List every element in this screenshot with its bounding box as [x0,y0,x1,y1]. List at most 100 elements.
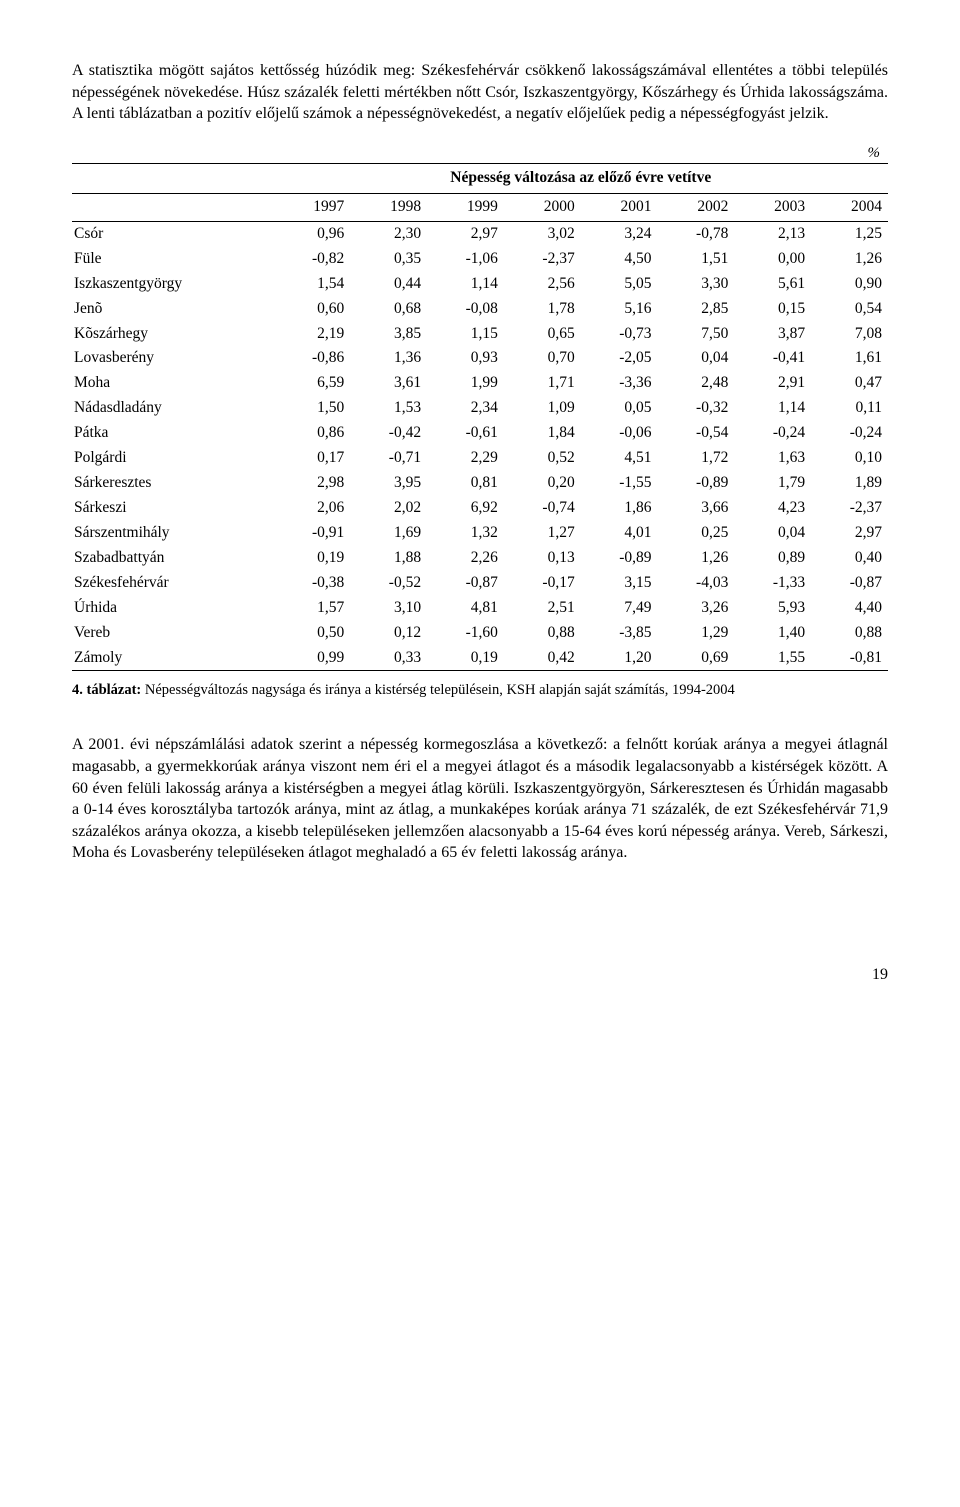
cell-value: 3,02 [504,221,581,246]
cell-value: -0,71 [350,446,427,471]
row-label: Lovasberény [72,346,273,371]
blank-cell [72,164,273,194]
row-label: Sárkeresztes [72,471,273,496]
cell-value: 0,13 [504,546,581,571]
cell-value: 0,52 [504,446,581,471]
cell-value: 1,14 [427,272,504,297]
cell-value: 5,61 [734,272,811,297]
cell-value: 2,02 [350,496,427,521]
cell-value: -0,41 [734,346,811,371]
table-row: Jenõ0,600,68-0,081,785,162,850,150,54 [72,297,888,322]
row-label: Szabadbattyán [72,546,273,571]
table-title: Népesség változása az előző évre vetítve [273,164,888,194]
cell-value: 1,26 [658,546,735,571]
table-row: Csór0,962,302,973,023,24-0,782,131,25 [72,221,888,246]
table-row: Iszkaszentgyörgy1,540,441,142,565,053,30… [72,272,888,297]
cell-value: 0,25 [658,521,735,546]
row-label: Zámoly [72,646,273,671]
cell-value: 0,10 [811,446,888,471]
cell-value: 0,47 [811,371,888,396]
cell-value: 0,35 [350,247,427,272]
cell-value: -0,17 [504,571,581,596]
cell-value: 7,08 [811,322,888,347]
cell-value: 1,25 [811,221,888,246]
cell-value: 0,54 [811,297,888,322]
cell-value: 0,60 [273,297,350,322]
cell-value: 0,44 [350,272,427,297]
row-label: Sárkeszi [72,496,273,521]
row-label: Kõszárhegy [72,322,273,347]
cell-value: 0,99 [273,646,350,671]
cell-value: 0,96 [273,221,350,246]
cell-value: 4,51 [581,446,658,471]
cell-value: 1,27 [504,521,581,546]
cell-value: 0,70 [504,346,581,371]
row-label: Moha [72,371,273,396]
cell-value: -0,52 [350,571,427,596]
year-header: 2003 [734,193,811,221]
row-label: Vereb [72,621,273,646]
cell-value: 1,51 [658,247,735,272]
cell-value: -0,89 [581,546,658,571]
cell-value: -0,24 [734,421,811,446]
cell-value: 6,59 [273,371,350,396]
cell-value: 1,32 [427,521,504,546]
cell-value: 6,92 [427,496,504,521]
year-header: 1999 [427,193,504,221]
table-row: Lovasberény-0,861,360,930,70-2,050,04-0,… [72,346,888,371]
cell-value: 0,65 [504,322,581,347]
cell-value: 1,71 [504,371,581,396]
cell-value: 1,84 [504,421,581,446]
cell-value: 0,20 [504,471,581,496]
cell-value: 1,15 [427,322,504,347]
cell-value: 0,05 [581,396,658,421]
cell-value: -0,87 [811,571,888,596]
cell-value: 2,56 [504,272,581,297]
cell-value: 2,19 [273,322,350,347]
year-header: 2002 [658,193,735,221]
cell-value: 1,40 [734,621,811,646]
table-row: Székesfehérvár-0,38-0,52-0,87-0,173,15-4… [72,571,888,596]
cell-value: 3,15 [581,571,658,596]
cell-value: 0,89 [734,546,811,571]
cell-value: 0,86 [273,421,350,446]
cell-value: -4,03 [658,571,735,596]
table-row: Sárkeresztes2,983,950,810,20-1,55-0,891,… [72,471,888,496]
table-row: Sárszentmihály-0,911,691,321,274,010,250… [72,521,888,546]
cell-value: 4,50 [581,247,658,272]
cell-value: 0,40 [811,546,888,571]
cell-value: 5,93 [734,596,811,621]
cell-value: -3,85 [581,621,658,646]
cell-value: 4,81 [427,596,504,621]
cell-value: 0,69 [658,646,735,671]
cell-value: 4,23 [734,496,811,521]
year-header: 2000 [504,193,581,221]
cell-value: -0,06 [581,421,658,446]
cell-value: 0,12 [350,621,427,646]
page-number: 19 [72,964,888,986]
cell-value: 1,86 [581,496,658,521]
table-header-row: 1997 1998 1999 2000 2001 2002 2003 2004 [72,193,888,221]
cell-value: 2,98 [273,471,350,496]
row-label: Jenõ [72,297,273,322]
cell-value: 2,06 [273,496,350,521]
cell-value: 0,93 [427,346,504,371]
cell-value: 3,95 [350,471,427,496]
cell-value: -0,08 [427,297,504,322]
cell-value: 1,57 [273,596,350,621]
cell-value: 3,26 [658,596,735,621]
cell-value: 3,30 [658,272,735,297]
cell-value: 0,19 [427,646,504,671]
year-header: 2004 [811,193,888,221]
cell-value: 1,69 [350,521,427,546]
cell-value: 2,26 [427,546,504,571]
cell-value: -0,24 [811,421,888,446]
cell-value: 1,78 [504,297,581,322]
cell-value: 3,61 [350,371,427,396]
cell-value: 2,30 [350,221,427,246]
row-label: Iszkaszentgyörgy [72,272,273,297]
cell-value: 1,89 [811,471,888,496]
table-caption: 4. táblázat: Népességváltozás nagysága é… [72,681,888,700]
cell-value: 2,51 [504,596,581,621]
cell-value: 0,11 [811,396,888,421]
